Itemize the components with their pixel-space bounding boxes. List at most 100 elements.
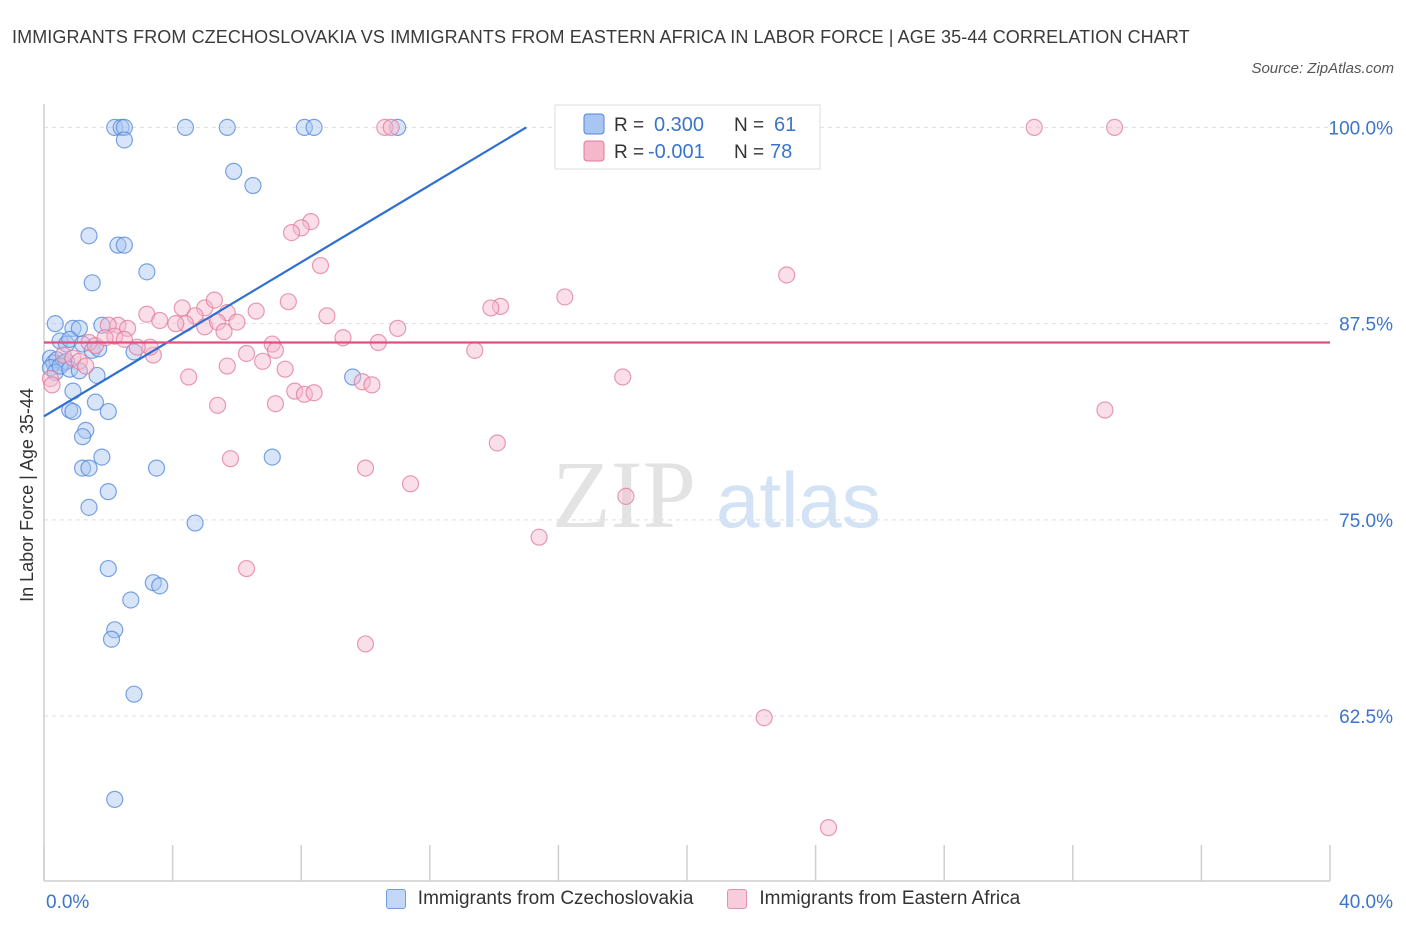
watermark-atlas: atlas bbox=[716, 456, 881, 544]
trend-lines bbox=[43, 126, 1330, 418]
data-point-czechoslovakia bbox=[115, 236, 133, 254]
stats-r-label-1: R = bbox=[614, 115, 644, 136]
data-point-czechoslovakia bbox=[106, 621, 124, 639]
data-point-czechoslovakia bbox=[99, 559, 117, 578]
data-point-eastern-africa bbox=[266, 395, 285, 413]
data-point-eastern-africa bbox=[151, 311, 169, 330]
data-point-eastern-africa bbox=[755, 709, 773, 727]
data-point-eastern-africa bbox=[215, 322, 233, 341]
source-label: Source: ZipAtlas.com bbox=[1251, 60, 1394, 77]
data-point-eastern-africa bbox=[819, 819, 838, 837]
data-point-czechoslovakia bbox=[115, 118, 133, 137]
x-tick-label: 0.0% bbox=[46, 892, 89, 913]
stats-swatch-pink bbox=[583, 140, 605, 162]
data-point-eastern-africa bbox=[401, 475, 420, 493]
data-point-eastern-africa bbox=[209, 313, 227, 331]
trend-line-czechoslovakia bbox=[43, 126, 527, 418]
legend-label-eastern-africa: Immigrants from Eastern Africa bbox=[759, 888, 1021, 909]
data-point-eastern-africa bbox=[118, 319, 137, 337]
data-point-czechoslovakia bbox=[93, 448, 111, 466]
legend-swatch-blue bbox=[385, 889, 406, 909]
stats-swatch-blue bbox=[583, 113, 605, 135]
stats-n-label-2: N = bbox=[734, 142, 764, 163]
y-tick-label: 62.5% bbox=[1339, 707, 1393, 728]
data-point-czechoslovakia bbox=[125, 343, 143, 361]
data-point-eastern-africa bbox=[282, 223, 301, 242]
data-point-eastern-africa bbox=[318, 307, 336, 325]
data-point-czechoslovakia bbox=[305, 118, 323, 137]
data-point-eastern-africa bbox=[41, 370, 60, 388]
series-legend: Immigrants from Czechoslovakia Immigrant… bbox=[0, 888, 1406, 910]
legend-item-eastern-africa: Immigrants from Eastern Africa bbox=[727, 888, 1020, 910]
data-point-czechoslovakia bbox=[225, 162, 243, 180]
y-axis-label: In Labor Force | Age 35-44 bbox=[17, 388, 37, 602]
data-point-eastern-africa bbox=[237, 344, 256, 363]
data-point-eastern-africa bbox=[1096, 401, 1114, 419]
data-point-czechoslovakia bbox=[99, 402, 117, 421]
data-point-eastern-africa bbox=[286, 382, 304, 400]
data-point-czechoslovakia bbox=[51, 357, 69, 375]
data-point-czechoslovakia bbox=[122, 591, 140, 609]
data-point-czechoslovakia bbox=[90, 340, 108, 358]
data-point-eastern-africa bbox=[228, 313, 246, 331]
data-point-czechoslovakia bbox=[102, 630, 121, 648]
data-point-eastern-africa bbox=[43, 376, 61, 394]
data-point-eastern-africa bbox=[276, 360, 294, 378]
data-point-czechoslovakia bbox=[138, 263, 156, 281]
legend-label-czechoslovakia: Immigrants from Czechoslovakia bbox=[417, 888, 694, 909]
data-point-czechoslovakia bbox=[151, 577, 169, 595]
data-point-czechoslovakia bbox=[389, 118, 407, 137]
data-point-czechoslovakia bbox=[86, 393, 105, 411]
data-point-czechoslovakia bbox=[295, 118, 314, 137]
watermark-zip: ZIP bbox=[552, 441, 696, 548]
data-point-eastern-africa bbox=[382, 118, 400, 137]
data-point-eastern-africa bbox=[311, 256, 330, 275]
stats-n-value-2: 78 bbox=[770, 141, 792, 163]
data-point-eastern-africa bbox=[77, 357, 95, 375]
data-point-eastern-africa bbox=[356, 635, 375, 653]
stats-r-value-2: -0.001 bbox=[648, 141, 705, 163]
data-point-czechoslovakia bbox=[80, 227, 98, 245]
data-point-eastern-africa bbox=[363, 376, 381, 394]
data-point-czechoslovakia bbox=[244, 176, 262, 195]
data-point-eastern-africa bbox=[209, 396, 227, 414]
data-point-czechoslovakia bbox=[106, 118, 124, 137]
data-point-czechoslovakia bbox=[73, 428, 92, 446]
data-point-eastern-africa bbox=[237, 559, 256, 578]
data-point-eastern-africa bbox=[466, 341, 484, 359]
data-point-eastern-africa bbox=[305, 384, 323, 402]
data-point-czechoslovakia bbox=[106, 790, 124, 808]
data-point-eastern-africa bbox=[617, 487, 635, 505]
data-point-eastern-africa bbox=[353, 373, 371, 391]
data-point-czechoslovakia bbox=[176, 118, 195, 137]
data-point-eastern-africa bbox=[218, 357, 236, 375]
data-point-czechoslovakia bbox=[73, 335, 92, 353]
data-point-czechoslovakia bbox=[109, 236, 127, 254]
data-point-eastern-africa bbox=[180, 368, 198, 386]
data-point-czechoslovakia bbox=[83, 274, 101, 292]
data-point-eastern-africa bbox=[54, 346, 72, 364]
gridlines bbox=[44, 126, 1330, 717]
data-point-eastern-africa bbox=[488, 434, 506, 452]
data-point-czechoslovakia bbox=[344, 368, 362, 386]
data-point-eastern-africa bbox=[205, 291, 223, 309]
stats-n-label-1: N = bbox=[734, 115, 764, 136]
data-point-eastern-africa bbox=[356, 459, 375, 477]
y-tick-label: 87.5% bbox=[1339, 315, 1393, 336]
data-point-czechoslovakia bbox=[80, 498, 98, 516]
data-point-eastern-africa bbox=[376, 118, 394, 137]
y-tick-label: 75.0% bbox=[1339, 511, 1393, 532]
data-point-eastern-africa bbox=[389, 319, 407, 337]
data-point-eastern-africa bbox=[266, 341, 285, 359]
data-point-eastern-africa bbox=[482, 299, 500, 317]
data-point-eastern-africa bbox=[292, 219, 310, 237]
data-point-eastern-africa bbox=[109, 316, 127, 334]
data-point-czechoslovakia bbox=[218, 118, 236, 137]
x-tick-label: 40.0% bbox=[1339, 892, 1393, 913]
data-point-eastern-africa bbox=[221, 450, 240, 468]
stats-legend: R = 0.300 N = 61 R = -0.001 N = 78 bbox=[554, 104, 821, 170]
data-point-czechoslovakia bbox=[115, 131, 133, 149]
stats-r-value-1: 0.300 bbox=[654, 114, 704, 136]
data-point-eastern-africa bbox=[778, 266, 796, 284]
